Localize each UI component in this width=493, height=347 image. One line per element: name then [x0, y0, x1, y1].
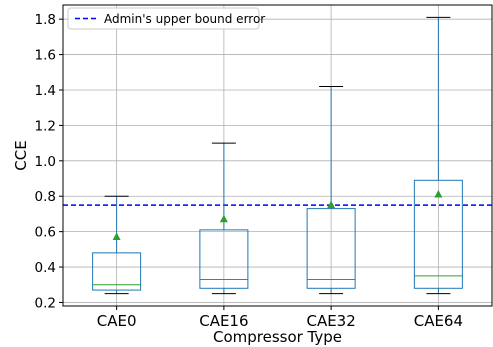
iqr-box — [413, 179, 463, 289]
iqr-box — [92, 252, 142, 291]
x-tick-label: CAE0 — [97, 312, 137, 330]
legend-label-admin-upper-bound: Admin's upper bound error — [104, 12, 265, 26]
y-tick-label: 0.2 — [35, 295, 56, 311]
plot-frame — [62, 4, 493, 307]
y-tick-label: 0.4 — [35, 260, 56, 276]
grid-lines — [63, 5, 492, 306]
y-tick-label: 1.6 — [35, 48, 56, 64]
y-tick-label: 1.4 — [35, 83, 56, 99]
mean-marker — [327, 200, 336, 209]
x-tick-label: CAE16 — [199, 312, 248, 330]
y-axis-title: CCE — [12, 140, 30, 170]
y-tick-label: 0.8 — [35, 189, 56, 205]
plot-area — [63, 16, 492, 295]
y-tick-label: 1.8 — [35, 12, 56, 28]
box-cae32 — [306, 85, 356, 295]
mean-marker — [112, 232, 121, 240]
x-tick-label: CAE64 — [414, 312, 463, 330]
y-tick-label: 0.6 — [35, 225, 56, 241]
y-axis-ticks: 0.2 0.4 0.6 0.8 1.0 1.2 1.4 1.6 1.8 — [35, 12, 63, 311]
legend: Admin's upper bound error — [67, 7, 265, 30]
mean-marker — [219, 214, 228, 223]
y-tick-label: 1.0 — [35, 154, 56, 170]
y-tick-label: 1.2 — [35, 118, 56, 134]
mean-marker — [434, 189, 443, 198]
x-axis-ticks: CAE0 CAE16 CAE32 CAE64 — [97, 306, 463, 330]
x-tick-label: CAE32 — [306, 312, 355, 330]
iqr-box — [199, 229, 249, 289]
iqr-box — [306, 208, 356, 289]
legend-box — [67, 7, 260, 30]
box-cae16 — [199, 142, 249, 295]
box-cae0 — [92, 195, 142, 295]
box-cae64 — [413, 16, 463, 295]
x-axis-title: Compressor Type — [213, 328, 342, 346]
